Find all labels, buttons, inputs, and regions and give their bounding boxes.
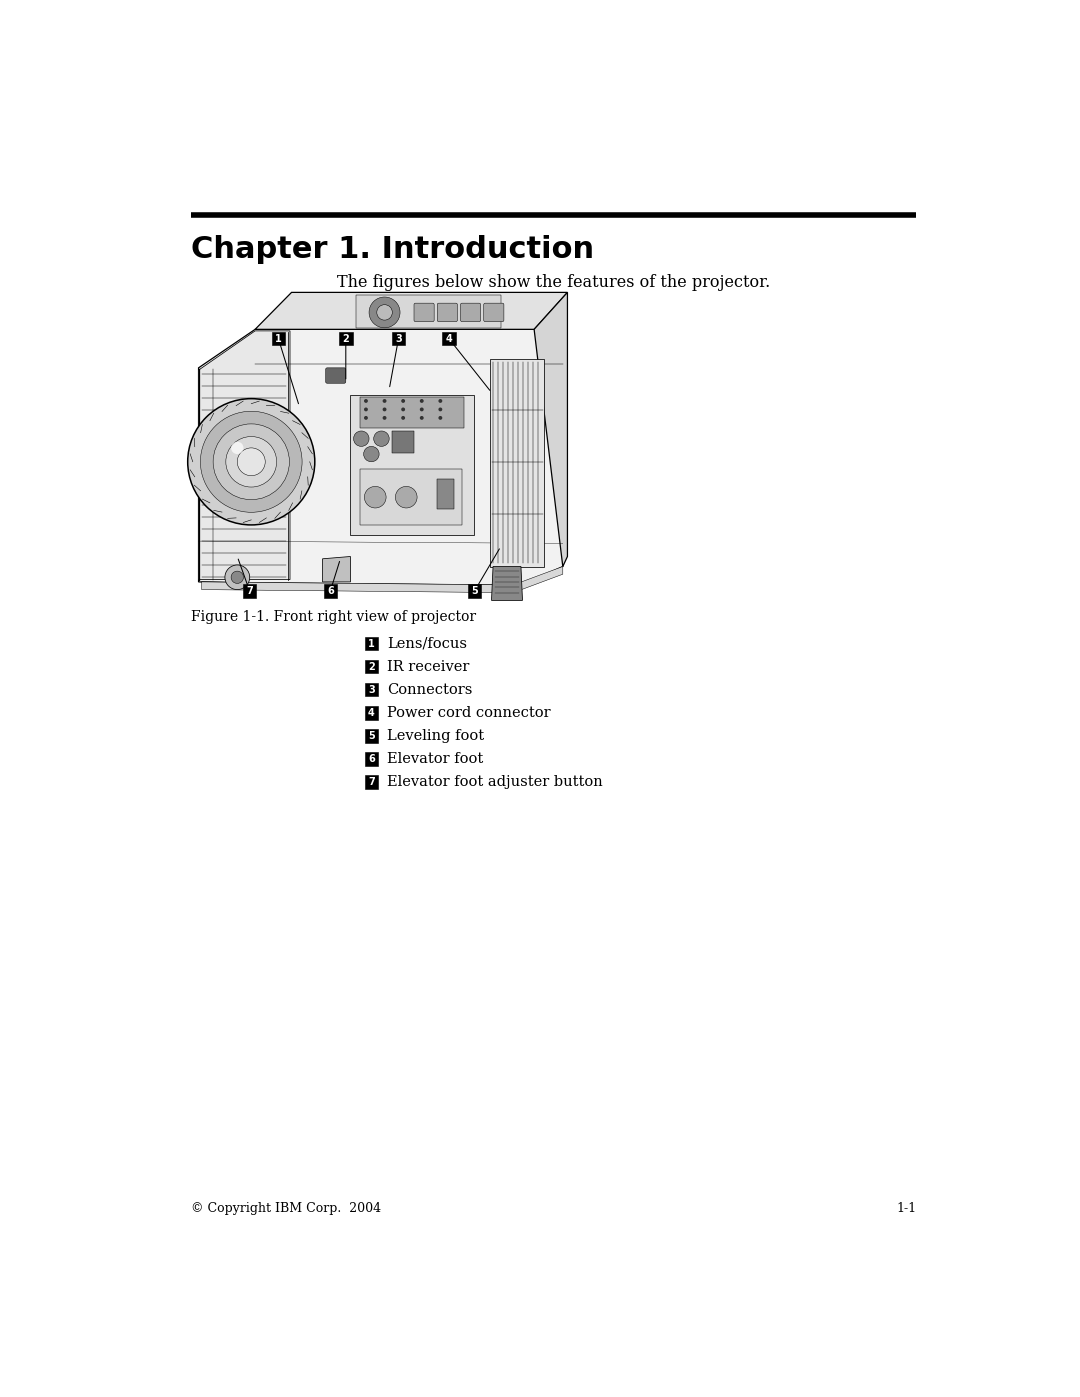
Text: The figures below show the features of the projector.: The figures below show the features of t… [337, 274, 770, 291]
FancyBboxPatch shape [324, 584, 337, 598]
FancyBboxPatch shape [360, 469, 462, 525]
Polygon shape [491, 567, 523, 601]
Text: 1: 1 [368, 638, 375, 648]
FancyBboxPatch shape [437, 479, 455, 509]
Text: Chapter 1. Introduction: Chapter 1. Introduction [191, 236, 594, 264]
Text: 6: 6 [327, 587, 334, 597]
Polygon shape [202, 567, 563, 592]
Polygon shape [323, 556, 350, 583]
Circle shape [364, 416, 368, 420]
Text: 3: 3 [395, 334, 402, 344]
FancyBboxPatch shape [365, 659, 378, 673]
FancyBboxPatch shape [490, 359, 544, 567]
Text: Power cord connector: Power cord connector [388, 705, 551, 719]
FancyBboxPatch shape [365, 683, 378, 697]
Text: Lens/focus: Lens/focus [388, 637, 468, 651]
Text: Figure 1-1. Front right view of projector: Figure 1-1. Front right view of projecto… [191, 610, 476, 624]
Circle shape [438, 408, 443, 411]
Circle shape [382, 408, 387, 411]
Text: 3: 3 [368, 685, 375, 694]
Text: Connectors: Connectors [388, 683, 473, 697]
Polygon shape [356, 295, 501, 328]
FancyBboxPatch shape [365, 637, 378, 650]
Text: 7: 7 [368, 777, 375, 787]
FancyBboxPatch shape [468, 584, 482, 598]
Polygon shape [199, 330, 563, 590]
Circle shape [401, 408, 405, 411]
FancyBboxPatch shape [484, 303, 504, 321]
Circle shape [438, 416, 443, 420]
Circle shape [401, 400, 405, 402]
Circle shape [382, 416, 387, 420]
Circle shape [364, 486, 387, 509]
Circle shape [395, 486, 417, 509]
Text: © Copyright IBM Corp.  2004: © Copyright IBM Corp. 2004 [191, 1201, 381, 1215]
Text: 5: 5 [471, 587, 477, 597]
Circle shape [353, 432, 369, 447]
Text: 5: 5 [368, 731, 375, 740]
Text: 4: 4 [368, 708, 375, 718]
Circle shape [420, 400, 423, 402]
Circle shape [231, 571, 243, 584]
FancyBboxPatch shape [326, 367, 346, 383]
Circle shape [364, 408, 368, 411]
Circle shape [369, 298, 400, 328]
Text: Leveling foot: Leveling foot [388, 729, 485, 743]
FancyBboxPatch shape [360, 397, 464, 427]
Text: Elevator foot adjuster button: Elevator foot adjuster button [388, 775, 604, 789]
Text: 2: 2 [342, 334, 349, 344]
FancyBboxPatch shape [442, 332, 456, 345]
FancyBboxPatch shape [392, 432, 414, 453]
Circle shape [438, 400, 443, 402]
FancyBboxPatch shape [350, 395, 474, 535]
FancyBboxPatch shape [271, 332, 285, 345]
Text: 1: 1 [275, 334, 282, 344]
Circle shape [364, 400, 368, 402]
FancyBboxPatch shape [392, 332, 405, 345]
Text: Elevator foot: Elevator foot [388, 752, 484, 766]
Circle shape [374, 432, 389, 447]
FancyBboxPatch shape [414, 303, 434, 321]
FancyBboxPatch shape [339, 332, 352, 345]
Circle shape [238, 448, 266, 475]
Text: 7: 7 [246, 587, 253, 597]
Circle shape [377, 305, 392, 320]
Polygon shape [535, 292, 567, 567]
FancyBboxPatch shape [243, 584, 256, 598]
Text: 2: 2 [368, 662, 375, 672]
Polygon shape [255, 292, 567, 330]
Circle shape [364, 447, 379, 462]
Polygon shape [199, 331, 291, 580]
Circle shape [420, 408, 423, 411]
Circle shape [226, 436, 276, 488]
FancyBboxPatch shape [437, 303, 458, 321]
FancyBboxPatch shape [365, 705, 378, 719]
Text: 1-1: 1-1 [896, 1201, 916, 1215]
Circle shape [213, 423, 289, 500]
FancyBboxPatch shape [365, 729, 378, 743]
FancyBboxPatch shape [365, 752, 378, 766]
Text: 4: 4 [446, 334, 453, 344]
FancyBboxPatch shape [365, 775, 378, 789]
Text: 6: 6 [368, 754, 375, 764]
Circle shape [420, 416, 423, 420]
Circle shape [188, 398, 314, 525]
Text: IR receiver: IR receiver [388, 659, 470, 673]
Circle shape [231, 441, 243, 454]
FancyBboxPatch shape [460, 303, 481, 321]
Circle shape [401, 416, 405, 420]
Circle shape [382, 400, 387, 402]
Circle shape [201, 411, 302, 513]
Circle shape [225, 564, 249, 590]
